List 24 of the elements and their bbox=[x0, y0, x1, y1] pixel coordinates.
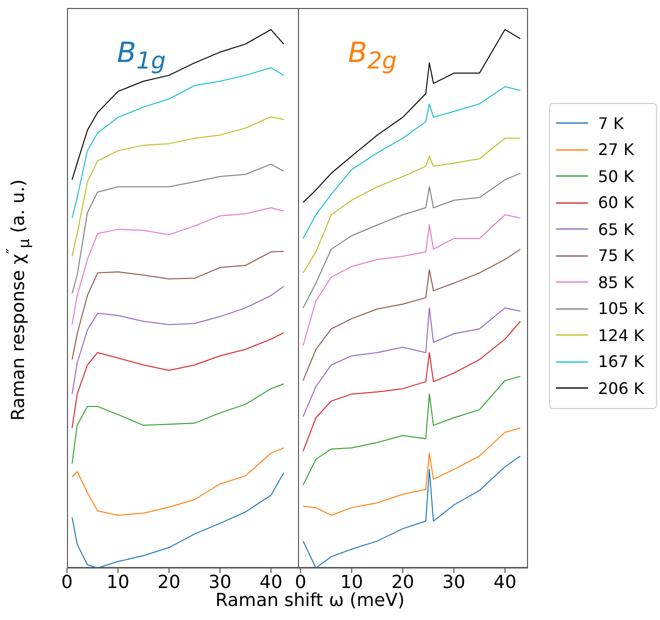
x-tick-label: 0 bbox=[61, 572, 73, 593]
x-tick-label: 10 bbox=[340, 572, 364, 593]
legend-label: 124 K bbox=[598, 326, 644, 345]
x-tick-label: 40 bbox=[494, 572, 516, 593]
legend-label: 50 K bbox=[598, 166, 634, 186]
legend-label: 167 K bbox=[598, 352, 644, 372]
chart-title: B$_{1g}$ bbox=[117, 36, 166, 75]
x-tick-label: 40 bbox=[260, 572, 282, 593]
legend-label: 7 K bbox=[598, 114, 624, 133]
legend-label: 206 K bbox=[598, 378, 644, 398]
x-tick-label: 30 bbox=[442, 572, 466, 593]
x-axis-title: Raman shift ω (meV) bbox=[215, 590, 405, 611]
chart-title: B$_{2g}$ bbox=[348, 36, 397, 75]
x-tick-label: 20 bbox=[391, 572, 414, 593]
legend-label: 65 K bbox=[598, 220, 634, 239]
legend-label: 60 K bbox=[598, 193, 634, 212]
legend-label: 75 K bbox=[598, 246, 634, 266]
x-tick-label: 20 bbox=[158, 572, 180, 593]
x-tick-label: 10 bbox=[106, 572, 130, 593]
x-tick-label: 30 bbox=[208, 572, 232, 593]
legend-label: 105 K bbox=[598, 299, 644, 318]
x-tick-label: 0 bbox=[294, 572, 306, 593]
legend-label: 85 K bbox=[598, 272, 634, 292]
legend-label: 27 K bbox=[598, 140, 634, 160]
